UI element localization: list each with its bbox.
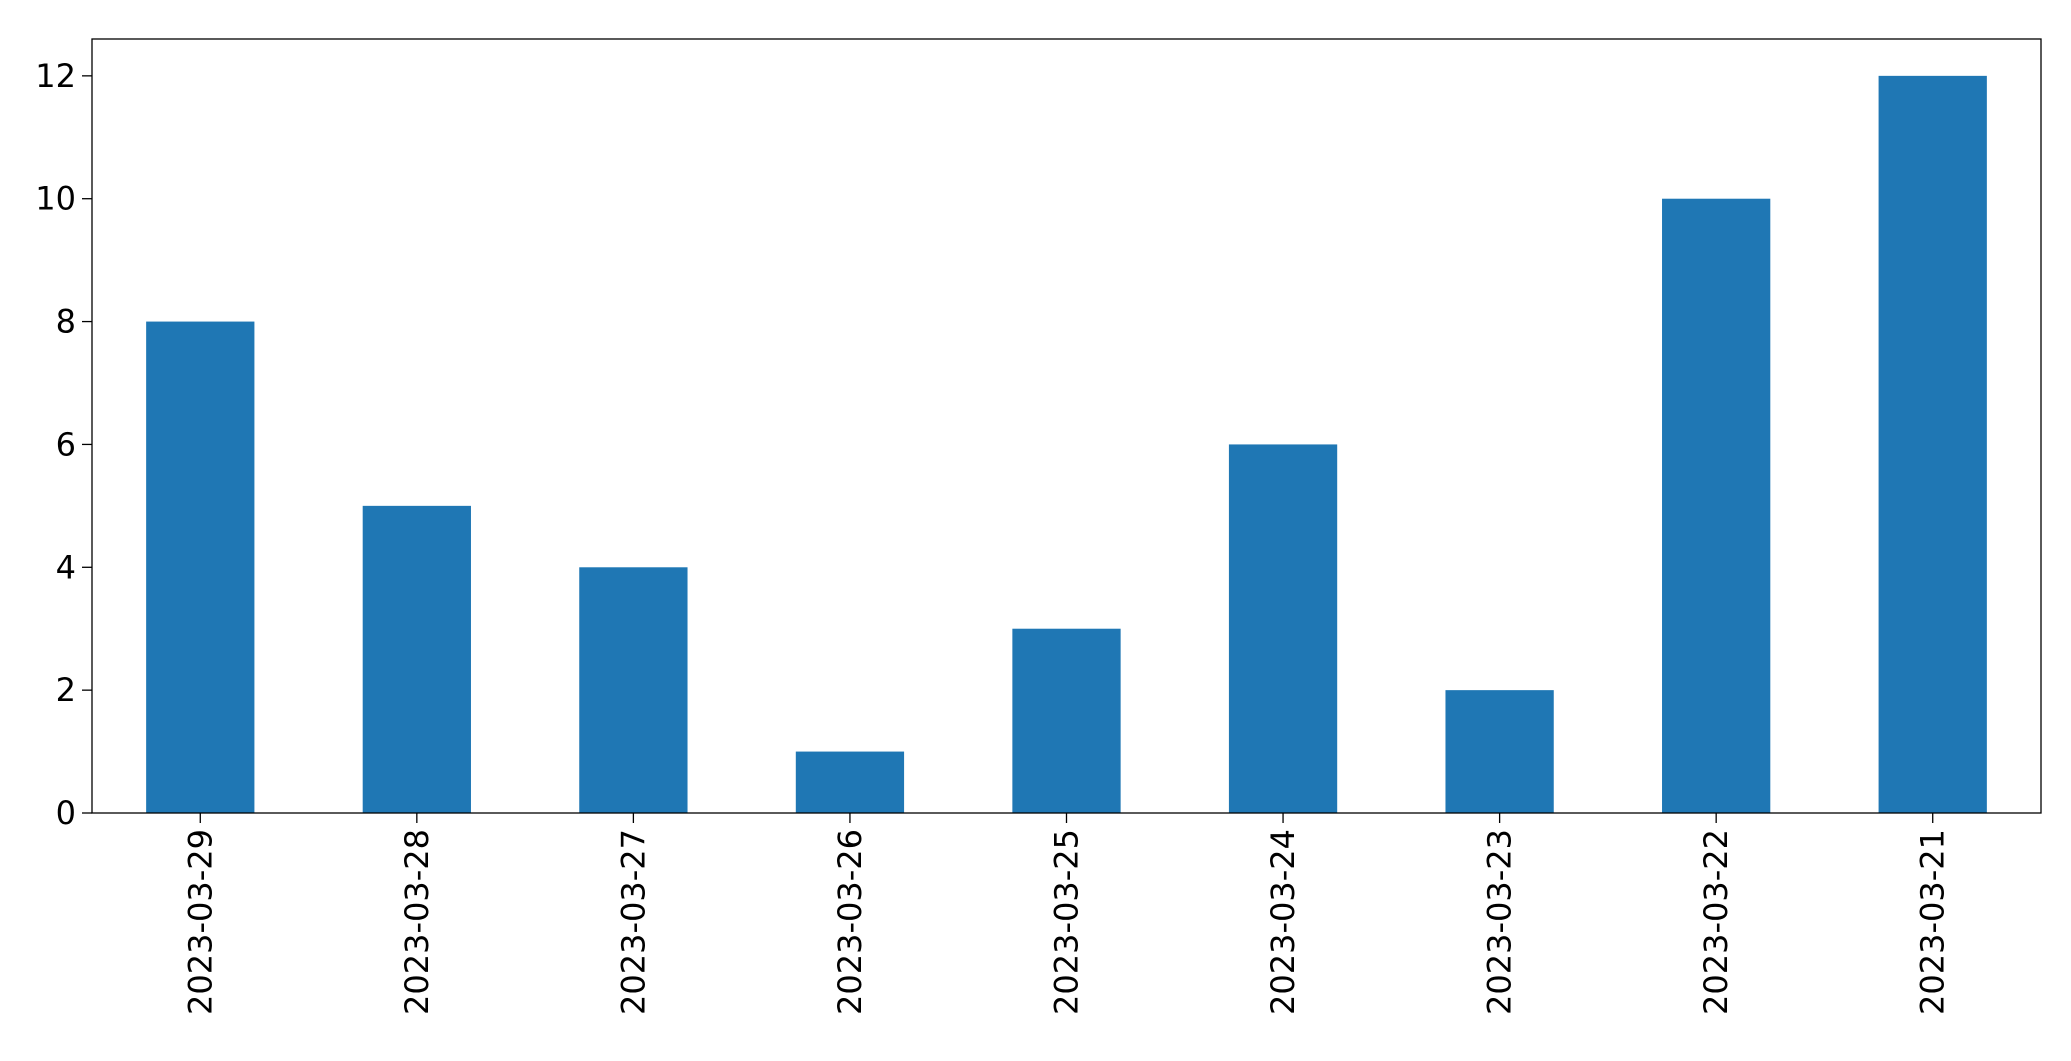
- x-tick-label: 2023-03-27: [614, 829, 652, 1015]
- bar-2023-03-24: [1228, 444, 1338, 813]
- x-tick-label: 2023-03-25: [1048, 829, 1086, 1015]
- bars-layer: [146, 75, 1987, 814]
- bar-2023-03-22: [1662, 198, 1771, 813]
- x-tick-label: 2023-03-26: [831, 829, 869, 1015]
- y-axis: 0 2 4 6 8 10 12: [35, 57, 92, 832]
- y-tick-label: 8: [56, 303, 76, 341]
- x-tick-label: 2023-03-21: [1914, 829, 1952, 1015]
- x-tick-label: 2023-03-24: [1264, 829, 1302, 1015]
- x-axis: 2023-03-29 2023-03-28 2023-03-27 2023-03-26…: [181, 813, 1952, 1015]
- bar-2023-03-27: [579, 567, 688, 813]
- y-tick-label: 2: [56, 671, 76, 709]
- bar-2023-03-29: [146, 321, 255, 813]
- y-tick-label: 4: [56, 548, 76, 586]
- x-tick-label: 2023-03-23: [1481, 829, 1519, 1015]
- y-tick-label: 0: [56, 794, 76, 832]
- bar-2023-03-23: [1445, 690, 1554, 813]
- plot-frame: [91, 38, 2042, 814]
- bar-2023-03-21: [1878, 75, 1987, 814]
- x-tick-label: 2023-03-22: [1697, 829, 1735, 1015]
- bar-2023-03-26: [795, 751, 905, 813]
- x-tick-label: 2023-03-29: [181, 829, 219, 1015]
- y-tick-label: 12: [35, 57, 76, 95]
- x-tick-label: 2023-03-28: [398, 829, 436, 1015]
- bar-2023-03-28: [362, 505, 471, 813]
- y-tick-label: 10: [35, 180, 76, 218]
- bar-2023-03-25: [1012, 628, 1121, 813]
- y-tick-label: 6: [56, 425, 76, 463]
